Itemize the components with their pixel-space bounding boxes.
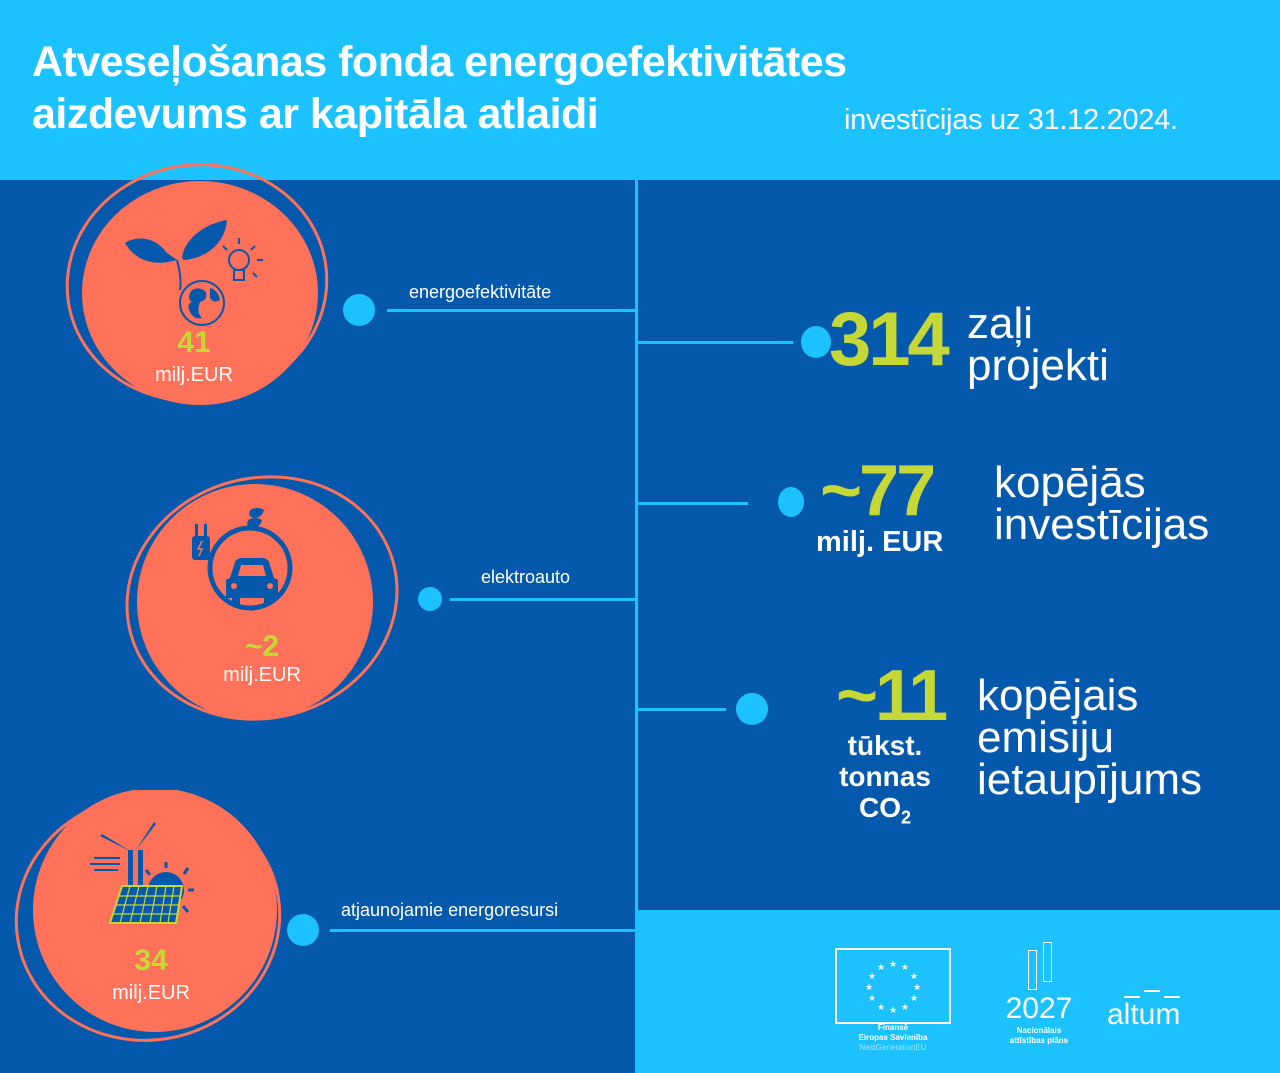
co2-label: CO [858, 792, 901, 823]
connector-dot [343, 294, 375, 326]
connector-dot [287, 914, 319, 946]
header-banner: Atveseļošanas fonda energoefektivitātes … [0, 0, 1280, 180]
stat-green-projects-value: 314 [829, 297, 950, 382]
svg-text:★: ★ [901, 1003, 909, 1013]
electric-car-plug-icon [192, 508, 293, 611]
stat-total-investment-desc: kopējās investīcijas [994, 458, 1210, 549]
nap-bars-logo [1028, 942, 1058, 990]
eu-flag-logo: ★ ★ ★ ★ ★ ★ ★ ★ ★ ★ ★ ★ [835, 948, 951, 1024]
timeline-vertical-line [635, 180, 638, 1073]
svg-text:★: ★ [910, 972, 918, 982]
stat-desc-line: ietaupījums [977, 755, 1203, 804]
svg-text:★: ★ [901, 963, 909, 973]
svg-text:★: ★ [868, 994, 876, 1004]
category-amount: ~2 [244, 630, 280, 663]
plant-globe-bulb-icon [125, 220, 263, 326]
stat-desc-line: kopējās [994, 458, 1146, 507]
stat-emission-savings-unit: tūkst. tonnas CO2 [826, 730, 944, 834]
eu-line: NextGenerationEU [859, 1043, 927, 1052]
stat-green-projects-desc: zaļi projekti [967, 299, 1109, 390]
stat-emission-savings-value: ~11 [836, 656, 948, 736]
connector-line [330, 929, 637, 932]
stat-connector-line [638, 502, 748, 505]
svg-text:★: ★ [889, 960, 897, 970]
svg-text:★: ★ [868, 972, 876, 982]
eu-line: Eiropas Savienība [858, 1033, 928, 1042]
connector-line [387, 309, 637, 312]
svg-text:★: ★ [865, 983, 873, 993]
stat-connector-dot [736, 693, 768, 725]
wind-solar-icon [90, 822, 194, 924]
stat-desc-line: kopējais [977, 671, 1139, 720]
stat-unit-line: tūkst. [847, 730, 923, 761]
stat-connector-dot [801, 326, 831, 358]
connector-dot [418, 587, 442, 611]
category-amount: 34 [134, 944, 168, 977]
category-label-renewable-energy: atjaunojamie energoresursi [341, 900, 559, 920]
category-energy-efficiency: 41 milj.EUR [60, 158, 350, 418]
altum-wordmark: altum [1107, 998, 1181, 1031]
category-unit: milj.EUR [155, 364, 233, 386]
svg-text:★: ★ [877, 1003, 885, 1013]
stat-connector-dot [778, 487, 804, 517]
category-electric-car: ~2 milj.EUR [120, 460, 420, 740]
nap-line: Nacionālais [1016, 1026, 1062, 1035]
stat-unit-line: CO2 [826, 792, 944, 834]
category-label-electric-car: elektroauto [481, 567, 571, 587]
nap-text: Nacionālais attīstības plāns [994, 1026, 1084, 1046]
stat-desc-line: investīcijas [994, 500, 1210, 549]
svg-text:★: ★ [889, 1006, 897, 1016]
eu-funding-text: Finansē Eiropas Savienība NextGeneration… [835, 1023, 951, 1053]
category-label-energy-efficiency: energoefektivitāte [409, 282, 552, 302]
category-renewable-energy: 34 milj.EUR [12, 790, 292, 1060]
stat-desc-line: emisiju [977, 713, 1114, 762]
subtitle-date: investīcijas uz 31.12.2024. [844, 104, 1178, 136]
stat-desc-line: projekti [967, 341, 1109, 390]
footer-logos: ★ ★ ★ ★ ★ ★ ★ ★ ★ ★ ★ ★ Finansē Eiropas Savienīb… [636, 910, 1280, 1073]
nap-line: attīstības plāns [1009, 1036, 1069, 1045]
svg-text:★: ★ [913, 983, 921, 993]
svg-text:★: ★ [877, 963, 885, 973]
stat-emission-savings-desc: kopējais emisiju ietaupījums [977, 671, 1203, 804]
stat-total-investment-unit: milj. EUR [816, 526, 944, 558]
connector-line [450, 598, 637, 601]
stat-connector-line [638, 708, 726, 711]
category-amount: 41 [177, 326, 211, 359]
stat-connector-line [638, 341, 793, 344]
altum-logo: altum [1107, 990, 1207, 1035]
svg-text:★: ★ [910, 994, 918, 1004]
nap-year: 2027 [1005, 992, 1073, 1025]
stat-unit-line: tonnas [839, 761, 931, 792]
category-unit: milj.EUR [223, 664, 301, 686]
eu-line: Finansē [877, 1023, 909, 1032]
category-unit: milj.EUR [112, 982, 190, 1004]
page-title: Atveseļošanas fonda energoefektivitātes … [32, 36, 847, 140]
title-line-2: aizdevums ar kapitāla atlaidi [32, 90, 599, 138]
stat-total-investment-value: ~77 [820, 451, 936, 531]
eu-stars-icon: ★ ★★ ★★★ ★★★ ★★★ [865, 960, 921, 1016]
stat-desc-line: zaļi [967, 299, 1034, 348]
co2-subscript: 2 [900, 807, 911, 828]
title-line-1: Atveseļošanas fonda energoefektivitātes [32, 38, 847, 86]
